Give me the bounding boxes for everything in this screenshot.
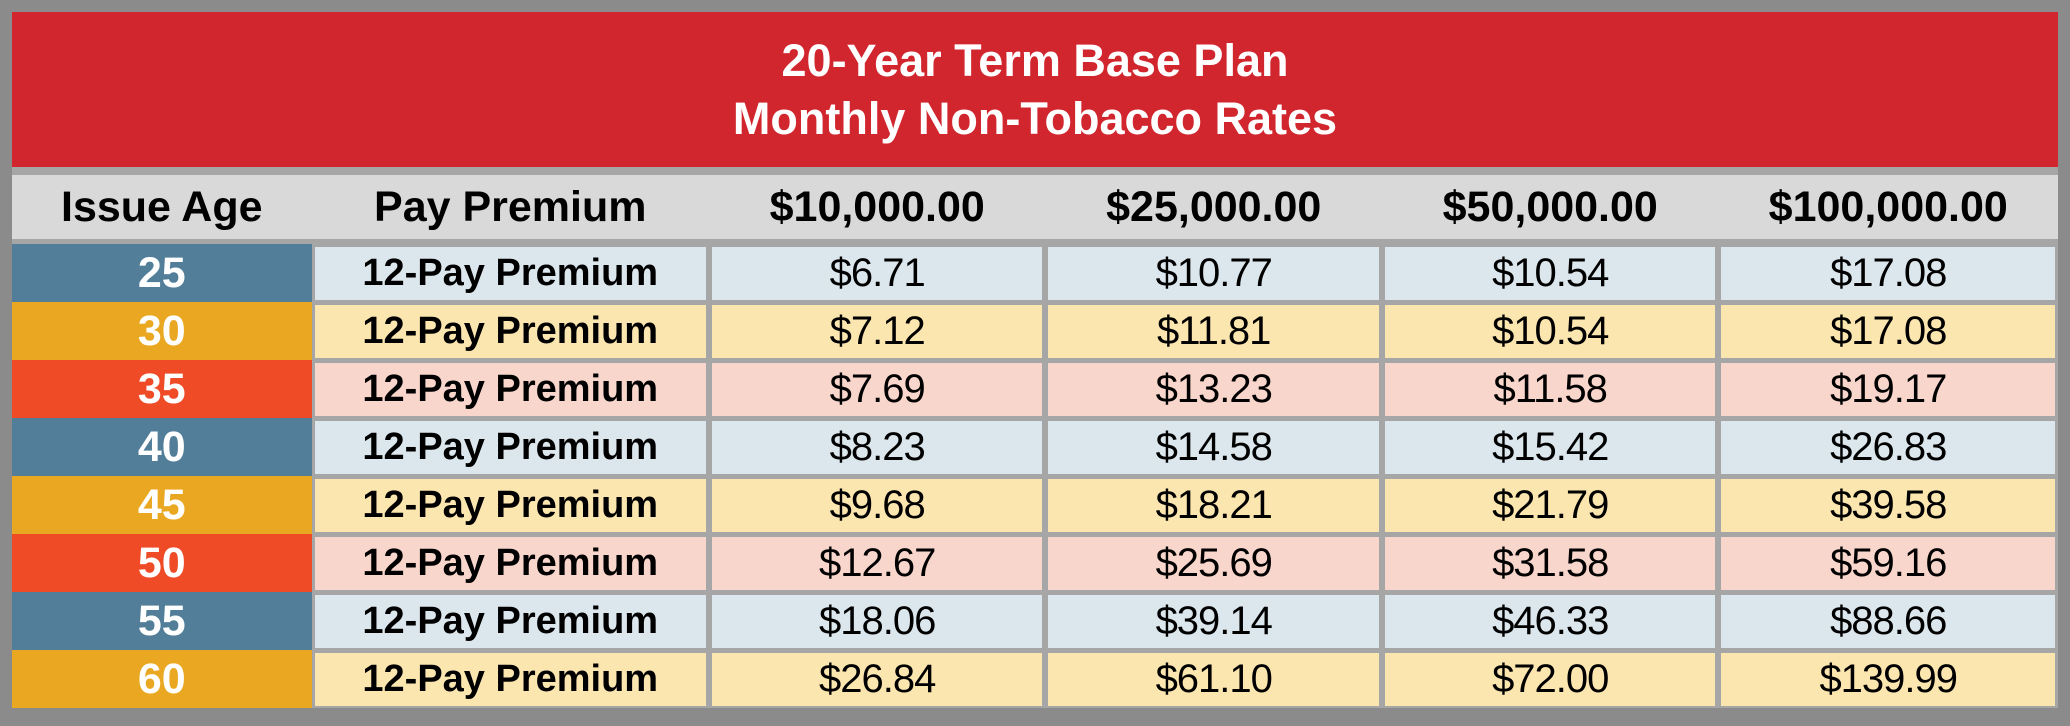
rate-row: 35 12-Pay Premium $7.69 $13.23 $11.58 $19.17 [12,360,2058,418]
rate-value-cell: $19.17 [1721,362,2055,416]
rate-row: 30 12-Pay Premium $7.12 $11.81 $10.54 $17.08 [12,302,2058,360]
rate-value-cell: $15.42 [1384,420,1716,474]
rate-value-cell: $9.68 [711,478,1043,532]
rate-value-cell: $12.67 [711,536,1043,590]
pay-premium-cell: 12-Pay Premium [314,594,706,648]
rate-value-cell: $139.99 [1721,652,2055,706]
rate-row: 50 12-Pay Premium $12.67 $25.69 $31.58 $59.16 [12,534,2058,592]
column-header-face-25000: $25,000.00 [1106,182,1322,231]
rate-value-cell: $61.10 [1048,652,1379,706]
title-banner: 20-Year Term Base Plan Monthly Non-Tobac… [12,12,2058,167]
rate-value-cell: $59.16 [1721,536,2055,590]
rate-value-cell: $8.23 [711,420,1043,474]
rate-value-cell: $18.06 [711,594,1043,648]
issue-age-cell: 25 [12,244,312,302]
rate-value-cell: $18.21 [1048,478,1379,532]
issue-age-cell: 45 [12,476,312,534]
rate-value-cell: $39.14 [1048,594,1379,648]
column-header-face-50000: $50,000.00 [1442,182,1658,231]
issue-age-cell: 50 [12,534,312,592]
issue-age-cell: 40 [12,418,312,476]
rate-value-cell: $10.54 [1384,304,1716,358]
pay-premium-cell: 12-Pay Premium [314,420,706,474]
rate-table: 20-Year Term Base Plan Monthly Non-Tobac… [12,12,2058,708]
rate-value-cell: $10.54 [1384,246,1716,300]
column-header-face-100000: $100,000.00 [1768,182,2008,231]
rate-row: 45 12-Pay Premium $9.68 $18.21 $21.79 $39.58 [12,476,2058,534]
pay-premium-cell: 12-Pay Premium [314,478,706,532]
rate-value-cell: $26.84 [711,652,1043,706]
rate-row: 55 12-Pay Premium $18.06 $39.14 $46.33 $88.66 [12,592,2058,650]
header-row: Issue Age Pay Premium $10,000.00 $25,000.00… [12,175,2058,239]
title-line-1: 20-Year Term Base Plan [781,35,1289,87]
rate-value-cell: $7.69 [711,362,1043,416]
rate-value-cell: $6.71 [711,246,1043,300]
title-line-2: Monthly Non-Tobacco Rates [732,92,1338,144]
rate-value-cell: $7.12 [711,304,1043,358]
issue-age-cell: 60 [12,650,312,708]
rate-value-cell: $14.58 [1048,420,1379,474]
rate-value-cell: $39.58 [1721,478,2055,532]
rate-rows: 25 12-Pay Premium $6.71 $10.77 $10.54 $17.08 3… [12,239,2058,708]
rate-value-cell: $10.77 [1048,246,1379,300]
pay-premium-cell: 12-Pay Premium [314,536,706,590]
pay-premium-cell: 12-Pay Premium [314,304,706,358]
issue-age-cell: 55 [12,592,312,650]
rate-value-cell: $17.08 [1721,246,2055,300]
rate-value-cell: $72.00 [1384,652,1716,706]
rate-value-cell: $26.83 [1721,420,2055,474]
rate-row: 60 12-Pay Premium $26.84 $61.10 $72.00 $139.9… [12,650,2058,708]
pay-premium-cell: 12-Pay Premium [314,362,706,416]
pay-premium-cell: 12-Pay Premium [314,652,706,706]
rate-value-cell: $11.58 [1384,362,1716,416]
rate-value-cell: $88.66 [1721,594,2055,648]
rate-value-cell: $11.81 [1048,304,1379,358]
rate-value-cell: $31.58 [1384,536,1716,590]
pay-premium-cell: 12-Pay Premium [314,246,706,300]
rate-row: 25 12-Pay Premium $6.71 $10.77 $10.54 $17.08 [12,244,2058,302]
column-header-issue-age: Issue Age [61,182,263,231]
issue-age-cell: 30 [12,302,312,360]
rate-value-cell: $25.69 [1048,536,1379,590]
issue-age-cell: 35 [12,360,312,418]
rate-value-cell: $21.79 [1384,478,1716,532]
column-header-pay-premium: Pay Premium [374,182,647,231]
rate-value-cell: $46.33 [1384,594,1716,648]
rate-row: 40 12-Pay Premium $8.23 $14.58 $15.42 $26.83 [12,418,2058,476]
rate-value-cell: $13.23 [1048,362,1379,416]
rate-value-cell: $17.08 [1721,304,2055,358]
column-header-face-10000: $10,000.00 [769,182,985,231]
